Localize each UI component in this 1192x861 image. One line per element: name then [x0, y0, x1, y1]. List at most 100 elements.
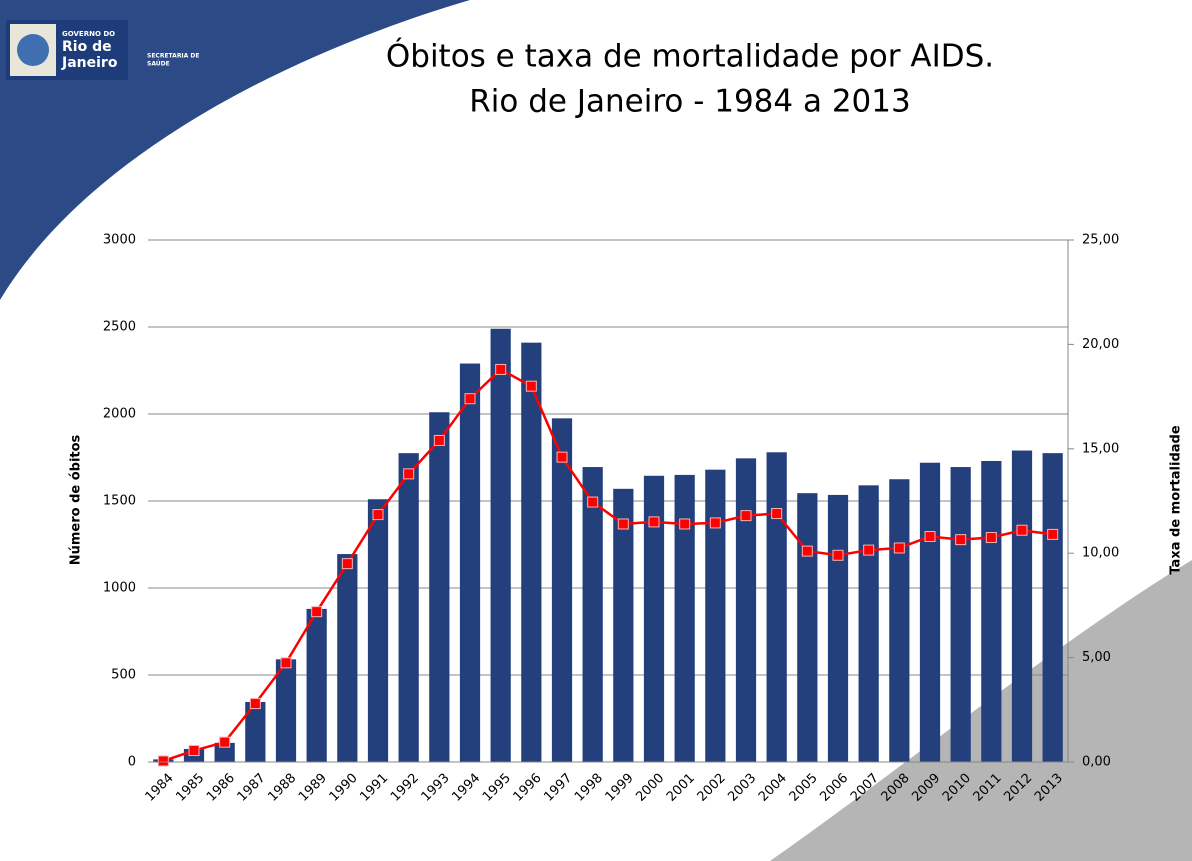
- x-tick-label: 1989: [296, 771, 330, 805]
- line-marker: [157, 755, 169, 767]
- x-tick-label: 1994: [449, 771, 483, 805]
- x-tick-label: 1993: [419, 771, 453, 805]
- x-tick-label: 1991: [357, 771, 391, 805]
- y-tick-label: 3000: [103, 233, 136, 248]
- y-tick-label: 2000: [103, 407, 136, 422]
- bar: [275, 659, 297, 762]
- line-marker: [955, 534, 967, 546]
- bar: [582, 467, 603, 762]
- chart-title: Óbitos e taxa de mortalidade por AIDS.: [386, 38, 994, 75]
- bar: [245, 701, 266, 762]
- x-tick-label: 2000: [633, 771, 667, 805]
- bar: [1011, 450, 1033, 762]
- background-swoosh: [770, 560, 1192, 861]
- logo-text: Janeiro: [61, 55, 118, 71]
- x-tick-label: 1992: [388, 771, 422, 805]
- y-tick-label: 2500: [103, 320, 136, 335]
- line-marker: [617, 518, 629, 530]
- x-tick-label: 1987: [235, 771, 269, 805]
- line-marker: [341, 558, 353, 570]
- x-tick-label: 1988: [265, 771, 299, 805]
- bar: [1042, 453, 1063, 762]
- x-tick-label: 1999: [603, 771, 637, 805]
- line-marker: [556, 451, 568, 463]
- y2-tick-label: 10,00: [1082, 546, 1119, 561]
- bar: [643, 475, 665, 762]
- line-marker: [801, 545, 813, 557]
- chart-subtitle: Rio de Janeiro - 1984 a 2013: [469, 84, 910, 120]
- logo-emblem: [17, 34, 49, 66]
- bar: [613, 488, 634, 762]
- bar: [306, 608, 327, 762]
- logo-text: Rio de: [62, 39, 112, 55]
- bar: [337, 554, 358, 762]
- line-marker: [495, 363, 507, 375]
- x-tick-label: 2003: [725, 771, 759, 805]
- line-marker: [311, 606, 323, 618]
- y2-tick-label: 0,00: [1082, 755, 1111, 770]
- x-tick-label: 1986: [204, 771, 238, 805]
- y-tick-label: 1500: [103, 494, 136, 509]
- line-marker: [403, 468, 415, 480]
- bar: [674, 474, 695, 762]
- x-tick-label: 2006: [817, 771, 851, 805]
- bar: [367, 499, 389, 762]
- line: [162, 367, 1053, 763]
- x-tick-label: 2002: [695, 771, 729, 805]
- bar: [551, 418, 573, 762]
- x-tick-label: 1998: [572, 771, 606, 805]
- x-tick-label: 2004: [756, 771, 790, 805]
- x-tick-label: 2001: [664, 771, 698, 805]
- y2-axis-label: Taxa de mortalidade: [1169, 425, 1184, 574]
- x-tick-label: 1985: [173, 771, 207, 805]
- x-tick-label: 1990: [327, 771, 361, 805]
- line-marker: [863, 544, 875, 556]
- x-tick-label: 1997: [541, 771, 575, 805]
- logo-dept: SECRETARIA DE: [147, 53, 199, 60]
- bar: [459, 363, 481, 762]
- line-marker: [372, 509, 384, 521]
- y2-tick-label: 15,00: [1082, 441, 1119, 456]
- x-tick-label: 2005: [787, 771, 821, 805]
- line-marker: [280, 657, 292, 669]
- logo: GOVERNO DO Rio de Janeiro SECRETARIA DE …: [6, 20, 199, 80]
- line-marker: [709, 517, 721, 529]
- y2-tick-label: 25,00: [1082, 233, 1119, 248]
- line-marker: [433, 434, 445, 446]
- bar: [490, 328, 511, 762]
- y-axis-label: Número de óbitos: [69, 434, 84, 565]
- line-marker: [219, 736, 231, 748]
- line-marker: [893, 542, 905, 554]
- x-tick-label: 1996: [511, 771, 545, 805]
- line-marker: [249, 698, 261, 710]
- line-marker: [525, 380, 537, 392]
- line-marker: [1016, 524, 1028, 536]
- bar: [919, 462, 941, 762]
- y-tick-label: 500: [111, 668, 136, 683]
- bar: [858, 485, 879, 762]
- y2-tick-label: 5,00: [1082, 650, 1111, 665]
- line-marker: [740, 510, 752, 522]
- logo-text: GOVERNO DO: [62, 30, 115, 38]
- y2-tick-label: 20,00: [1082, 337, 1119, 352]
- logo-dept: SAÚDE: [147, 61, 170, 68]
- bar: [429, 412, 450, 762]
- line-marker: [771, 508, 783, 520]
- line-marker: [1047, 528, 1059, 540]
- bar: [797, 493, 818, 762]
- bar: [950, 467, 971, 762]
- line-marker: [924, 530, 936, 542]
- bar: [766, 452, 787, 762]
- y-tick-label: 0: [128, 755, 136, 770]
- bar: [827, 494, 849, 762]
- x-tick-label: 1984: [143, 771, 177, 805]
- bar: [889, 479, 910, 762]
- line-marker: [648, 516, 660, 528]
- bar: [705, 469, 726, 762]
- bar: [398, 453, 419, 762]
- bar: [521, 342, 542, 762]
- line-marker: [188, 745, 200, 757]
- y-tick-label: 1000: [103, 581, 136, 596]
- x-tick-label: 1995: [480, 771, 514, 805]
